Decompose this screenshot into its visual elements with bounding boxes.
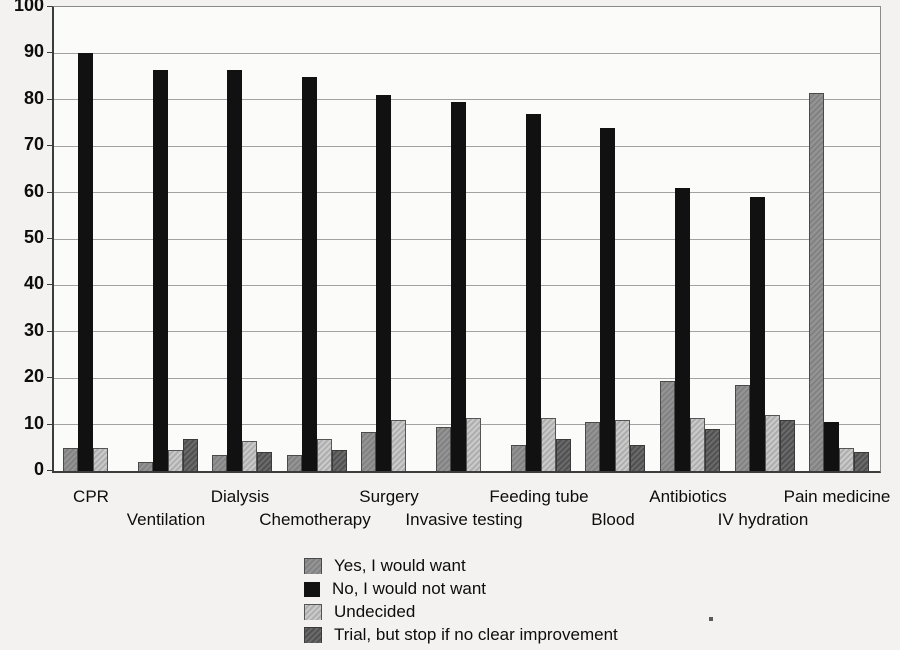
x-axis-label-cpr: CPR xyxy=(73,487,109,506)
bar-undecided-surgery xyxy=(391,420,406,471)
legend-item-no: No, I would not want xyxy=(304,578,618,600)
x-axis-label-chemotherapy: Chemotherapy xyxy=(259,510,371,529)
bar-no-ventilation xyxy=(153,70,168,471)
bar-no-dialysis xyxy=(227,70,242,471)
bar-no-invasive-testing xyxy=(451,102,466,471)
y-axis-label-30: 30 xyxy=(23,319,44,340)
y-tick-70 xyxy=(47,145,52,147)
y-tick-30 xyxy=(47,330,52,332)
bar-trial-antibiotics xyxy=(705,429,720,471)
gridline-70 xyxy=(54,145,880,147)
bar-undecided-feeding-tube xyxy=(541,418,556,471)
y-axis-label-40: 40 xyxy=(23,273,44,294)
bar-trial-blood xyxy=(630,445,645,471)
bar-no-antibiotics xyxy=(675,188,690,471)
bar-undecided-blood xyxy=(615,420,630,471)
x-axis-label-antibiotics: Antibiotics xyxy=(649,487,727,506)
x-axis-label-ventilation: Ventilation xyxy=(126,510,206,529)
bar-undecided-chemotherapy xyxy=(317,439,332,471)
y-axis-label-20: 20 xyxy=(23,366,44,387)
legend-label-trial: Trial, but stop if no clear improvement xyxy=(334,625,618,644)
legend-swatch-no xyxy=(304,581,320,597)
x-axis-label-surgery: Surgery xyxy=(359,487,419,506)
bar-yes-surgery xyxy=(361,432,376,471)
bar-undecided-invasive-testing xyxy=(466,418,481,471)
x-axis-label-feeding-tube: Feeding tube xyxy=(489,487,589,506)
bar-no-pain-medicine xyxy=(824,422,839,471)
bar-yes-cpr xyxy=(63,448,78,471)
bar-yes-invasive-testing xyxy=(436,427,451,471)
y-tick-50 xyxy=(47,238,52,239)
stray-dot xyxy=(709,617,713,621)
gridline-30 xyxy=(54,331,880,333)
bar-no-feeding-tube xyxy=(526,114,541,471)
y-axis-label-50: 50 xyxy=(23,227,44,247)
bar-undecided-antibiotics xyxy=(690,418,705,471)
legend-label-yes: Yes, I would want xyxy=(334,556,466,575)
y-tick-60 xyxy=(47,191,52,193)
bar-yes-pain-medicine xyxy=(809,93,824,471)
x-axis-label-invasive-testing: Invasive testing xyxy=(405,510,523,529)
y-axis-label-90: 90 xyxy=(23,41,44,62)
bar-trial-iv-hydration xyxy=(780,420,795,471)
bar-yes-iv-hydration xyxy=(735,385,750,471)
gridline-20 xyxy=(54,377,880,379)
gridline-40 xyxy=(54,284,880,286)
gridline-80 xyxy=(54,99,880,101)
legend-item-undecided: Undecided xyxy=(304,601,618,623)
y-axis-label-10: 10 xyxy=(23,412,44,433)
bar-yes-ventilation xyxy=(138,462,153,471)
y-tick-20 xyxy=(47,377,52,379)
x-axis-label-iv-hydration: IV hydration xyxy=(717,510,809,529)
x-axis-label-pain-medicine: Pain medicine xyxy=(783,487,891,506)
bar-undecided-pain-medicine xyxy=(839,448,854,471)
y-tick-40 xyxy=(47,284,52,286)
y-axis-label-0: 0 xyxy=(33,459,44,479)
y-axis-label-60: 60 xyxy=(23,180,44,201)
y-tick-10 xyxy=(47,423,52,425)
bar-undecided-iv-hydration xyxy=(765,415,780,471)
bar-undecided-cpr xyxy=(93,448,108,471)
bar-undecided-ventilation xyxy=(168,450,183,471)
gridline-60 xyxy=(54,192,880,194)
bar-trial-pain-medicine xyxy=(854,452,869,471)
bar-no-surgery xyxy=(376,95,391,471)
bar-yes-antibiotics xyxy=(660,381,675,471)
bar-no-chemotherapy xyxy=(302,77,317,471)
bar-yes-feeding-tube xyxy=(511,445,526,471)
bar-no-iv-hydration xyxy=(750,197,765,471)
bar-trial-dialysis xyxy=(257,452,272,471)
y-tick-90 xyxy=(47,52,52,54)
bar-undecided-dialysis xyxy=(242,441,257,471)
bar-no-blood xyxy=(600,128,615,471)
y-axis-label-70: 70 xyxy=(23,134,44,155)
chart-legend: Yes, I would want No, I would not want Und… xyxy=(304,555,618,647)
y-tick-80 xyxy=(47,98,52,100)
y-tick-100 xyxy=(47,6,52,7)
y-axis-label-80: 80 xyxy=(23,87,44,108)
legend-item-trial: Trial, but stop if no clear improvement xyxy=(304,624,618,646)
bar-yes-chemotherapy xyxy=(287,455,302,471)
legend-label-no: No, I would not want xyxy=(332,579,487,598)
gridline-50 xyxy=(54,238,880,240)
x-axis-label-dialysis: Dialysis xyxy=(210,487,270,506)
legend-swatch-yes xyxy=(304,558,322,574)
bar-yes-blood xyxy=(585,422,600,471)
legend-label-undecided: Undecided xyxy=(334,602,416,621)
plot-area xyxy=(52,6,881,473)
bar-yes-dialysis xyxy=(212,455,227,471)
gridline-90 xyxy=(54,52,880,54)
legend-item-yes: Yes, I would want xyxy=(304,555,618,577)
x-axis-label-blood: Blood xyxy=(591,510,635,529)
legend-swatch-trial xyxy=(304,627,322,643)
y-axis-label-100: 100 xyxy=(13,0,44,15)
bar-no-cpr xyxy=(78,53,93,471)
y-tick-0 xyxy=(47,470,52,471)
bar-trial-ventilation xyxy=(183,439,198,471)
legend-swatch-undecided xyxy=(304,604,322,620)
bar-trial-feeding-tube xyxy=(556,439,571,471)
bar-trial-chemotherapy xyxy=(332,450,347,471)
